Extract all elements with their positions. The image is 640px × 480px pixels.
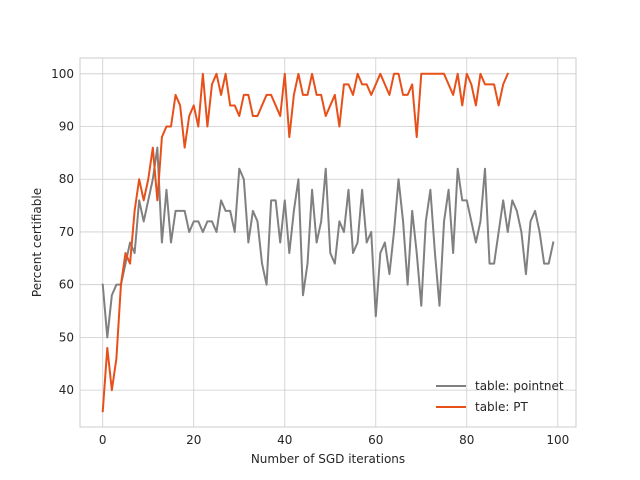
series-line-pointnet — [101, 146, 555, 339]
x-tick-labels: 0 20 40 60 80 100 — [99, 433, 569, 447]
plot-area — [80, 58, 576, 427]
y-tick-label: 40 — [59, 383, 74, 397]
series-layer — [101, 72, 555, 413]
legend: table: pointnet table: PT — [436, 379, 564, 414]
grid — [80, 58, 576, 427]
y-tick-label: 60 — [59, 278, 74, 292]
legend-label-pt: table: PT — [475, 400, 528, 414]
y-axis-label: Percent certifiable — [30, 188, 44, 297]
x-tick-label: 100 — [546, 433, 569, 447]
series-line-pt — [101, 72, 510, 413]
x-tick-label: 0 — [99, 433, 107, 447]
y-tick-label: 70 — [59, 225, 74, 239]
y-tick-label: 100 — [51, 67, 74, 81]
x-tick-label: 80 — [459, 433, 474, 447]
x-tick-label: 60 — [368, 433, 383, 447]
y-tick-labels: 40 50 60 70 80 90 100 — [51, 67, 74, 397]
x-axis-label: Number of SGD iterations — [251, 452, 405, 466]
y-tick-label: 90 — [59, 120, 74, 134]
y-tick-label: 80 — [59, 172, 74, 186]
y-tick-label: 50 — [59, 330, 74, 344]
legend-label-pointnet: table: pointnet — [475, 379, 564, 393]
x-tick-label: 20 — [186, 433, 201, 447]
x-tick-label: 40 — [277, 433, 292, 447]
plot-frame — [79, 57, 577, 428]
